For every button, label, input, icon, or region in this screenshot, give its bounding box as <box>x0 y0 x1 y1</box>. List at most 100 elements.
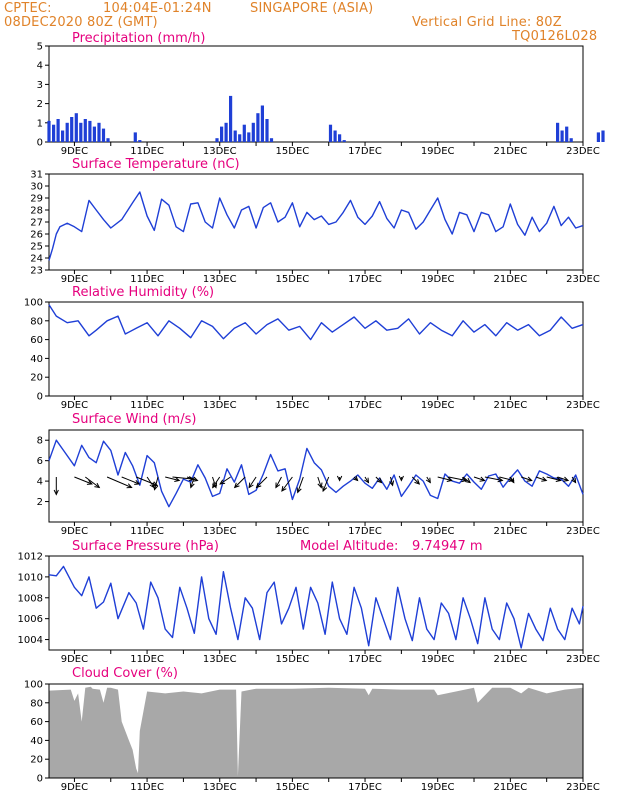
x-tick-label: 17DEC <box>348 782 382 793</box>
precip-bar <box>242 124 246 142</box>
wind-arrow <box>317 476 322 488</box>
precip-bar <box>47 120 51 142</box>
y-tick-label: 8 <box>37 436 43 447</box>
wind-arrow-head <box>212 482 218 489</box>
wind-arrow <box>146 476 155 488</box>
precip-bar <box>569 138 573 142</box>
x-tick-label: 19DEC <box>421 782 455 793</box>
precip-bar <box>56 119 60 142</box>
panel-frame-0 <box>48 45 584 143</box>
wind-arrow <box>121 476 140 485</box>
y-tick-label: 25 <box>30 242 43 253</box>
wind-arrow-head <box>563 476 570 482</box>
precip-bar <box>88 120 92 142</box>
wind-arrow <box>535 476 547 481</box>
x-tick-label: 15DEC <box>276 654 310 665</box>
wind-arrow-head <box>317 482 323 489</box>
y-tick-label: 31 <box>30 170 43 181</box>
wind-arrow <box>546 476 561 481</box>
y-tick-label: 60 <box>30 717 43 728</box>
y-tick-label: 2 <box>37 99 43 110</box>
precip-bar <box>106 138 110 142</box>
y-tick-label: 1012 <box>18 552 43 563</box>
x-tick-label: 21DEC <box>493 654 527 665</box>
precip-bar <box>328 124 333 142</box>
wind-arrow <box>74 476 93 485</box>
y-tick-label: 28 <box>30 206 43 217</box>
x-tick-label: 23DEC <box>566 654 600 665</box>
wind-arrow <box>190 476 195 488</box>
x-tick-label: 19DEC <box>421 146 455 157</box>
panel-title-3: Surface Wind (m/s) <box>72 412 196 427</box>
panel-title-5: Cloud Cover (%) <box>72 666 178 681</box>
wind-arrow-head <box>192 476 199 482</box>
precip-bar <box>133 132 137 142</box>
y-tick-label: 2 <box>37 497 43 508</box>
x-tick-label: 23DEC <box>566 146 600 157</box>
y-tick-label: 1004 <box>18 635 43 646</box>
panel-frame-4 <box>48 555 584 651</box>
header-source: CPTEC: <box>4 1 52 16</box>
wind-arrow-head <box>425 477 431 484</box>
precip-bar <box>256 113 260 142</box>
x-tick-label: 15DEC <box>276 400 310 411</box>
x-tick-label: 23DEC <box>566 782 600 793</box>
wind-arrow <box>106 476 132 488</box>
precip-bar <box>70 117 74 142</box>
x-tick-label: 23DEC <box>566 526 600 537</box>
precip-bar <box>65 122 69 142</box>
wind-arrow <box>448 476 467 481</box>
x-tick-label: 13DEC <box>203 274 237 285</box>
precip-bar <box>342 140 346 142</box>
wind-arrow-head <box>153 484 159 491</box>
y-tick-label: 1 <box>37 118 43 129</box>
x-tick-label: 9DEC <box>61 274 88 285</box>
precip-bar <box>92 126 96 142</box>
x-tick-label: 17DEC <box>348 146 382 157</box>
wind-arrow <box>390 476 394 486</box>
wind-arrow <box>322 476 330 492</box>
y-tick-label: 60 <box>30 335 43 346</box>
wind-arrow-head <box>398 475 404 482</box>
x-tick-label: 17DEC <box>348 526 382 537</box>
panel-title-1: Surface Temperature (nC) <box>72 157 240 172</box>
wind-arrow-head <box>465 477 471 484</box>
x-tick-label: 11DEC <box>130 654 164 665</box>
precip-bar <box>79 122 83 142</box>
wind-arrow-head <box>479 476 486 482</box>
pressure-line <box>48 565 584 649</box>
precip-bar <box>138 140 142 142</box>
wind-arrow <box>437 476 452 481</box>
wind-arrow-head <box>497 477 504 483</box>
y-tick-label: 100 <box>24 298 43 309</box>
panel-title-4: Surface Pressure (hPa) <box>72 539 219 554</box>
x-tick-label: 15DEC <box>276 146 310 157</box>
precip-bar <box>596 132 600 142</box>
x-tick-label: 19DEC <box>421 274 455 285</box>
wind-arrow <box>154 476 159 490</box>
header-run-time: 08DEC2020 80Z (GMT) <box>4 15 158 30</box>
precip-bar <box>601 130 605 142</box>
wind-arrow <box>248 476 257 488</box>
humidity-line <box>48 304 584 341</box>
wind-arrow-head <box>364 477 370 484</box>
wind-arrow-head <box>461 477 468 483</box>
wind-arrow <box>499 476 514 481</box>
precip-bar <box>101 128 106 142</box>
precip-bar <box>260 105 264 142</box>
panel-title-2: Relative Humidity (%) <box>72 285 214 300</box>
precip-bar <box>247 132 251 142</box>
y-tick-label: 27 <box>30 218 43 229</box>
x-tick-label: 9DEC <box>61 146 88 157</box>
precip-bar <box>556 122 560 142</box>
y-tick-label: 20 <box>30 373 43 384</box>
wind-arrow-head <box>376 477 383 484</box>
wind-arrow <box>85 476 100 488</box>
x-tick-label: 9DEC <box>61 400 88 411</box>
y-tick-label: 5 <box>37 42 43 53</box>
wind-arrow-head <box>248 482 254 489</box>
wind-arrow-head <box>189 482 195 489</box>
x-tick-label: 13DEC <box>203 146 237 157</box>
y-tick-label: 40 <box>30 354 43 365</box>
y-tick-label: 1010 <box>18 572 43 583</box>
